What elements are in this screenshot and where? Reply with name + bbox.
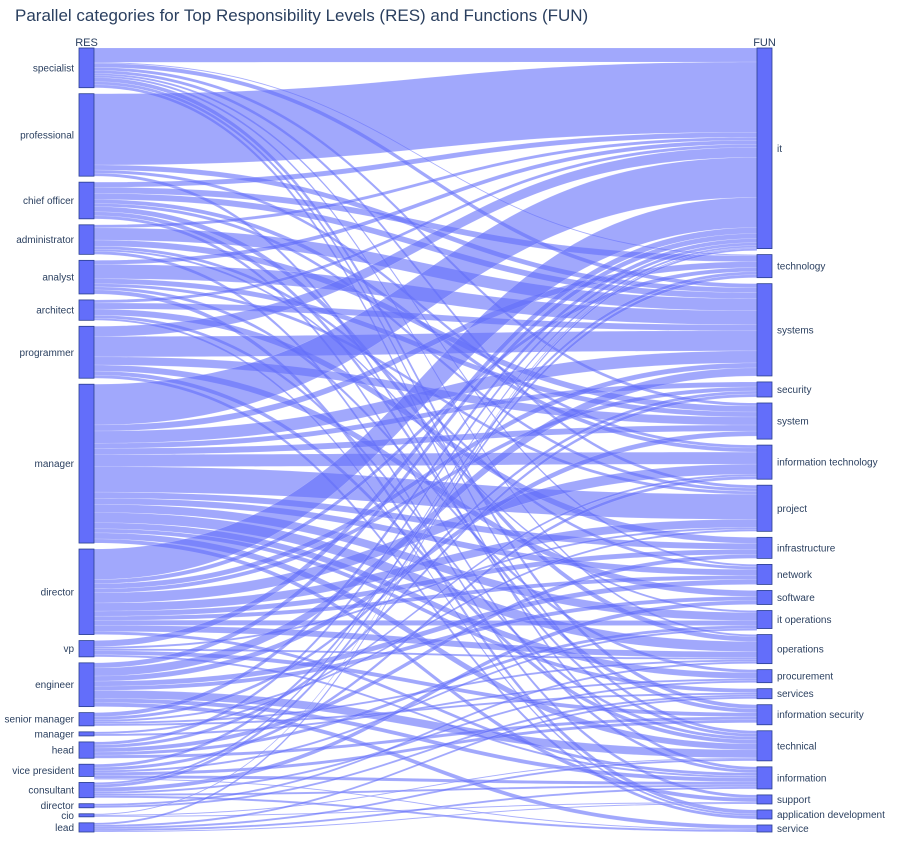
flow-band[interactable] bbox=[93, 47, 758, 63]
category-bar-fun-13[interactable] bbox=[756, 688, 773, 700]
category-bar-fun-19[interactable] bbox=[756, 824, 773, 833]
flow-band[interactable] bbox=[93, 452, 758, 467]
category-label-res-16: director bbox=[41, 801, 75, 812]
flow-band[interactable] bbox=[93, 248, 758, 825]
category-bar-res-11[interactable] bbox=[78, 712, 95, 727]
category-label-res-6: programmer bbox=[20, 348, 75, 359]
category-bar-res-5[interactable] bbox=[78, 299, 95, 321]
category-label-fun-11: operations bbox=[777, 645, 824, 656]
category-bar-fun-5[interactable] bbox=[756, 444, 773, 480]
category-bar-fun-8[interactable] bbox=[756, 563, 773, 585]
category-label-fun-18: application development bbox=[777, 810, 885, 821]
category-bar-fun-18[interactable] bbox=[756, 809, 773, 820]
category-label-fun-1: technology bbox=[777, 262, 825, 273]
flow-band[interactable] bbox=[93, 61, 758, 166]
category-bar-fun-2[interactable] bbox=[756, 283, 773, 377]
category-bar-res-0[interactable] bbox=[78, 47, 95, 89]
category-bar-res-6[interactable] bbox=[78, 325, 95, 379]
category-label-res-10: engineer bbox=[35, 680, 75, 691]
category-label-fun-15: technical bbox=[777, 741, 816, 752]
category-bar-res-10[interactable] bbox=[78, 662, 95, 708]
category-bar-fun-0[interactable] bbox=[756, 47, 773, 249]
category-label-res-17: cio bbox=[61, 811, 74, 822]
category-label-res-18: lead bbox=[55, 823, 74, 834]
category-bar-res-9[interactable] bbox=[78, 640, 95, 658]
category-bar-fun-14[interactable] bbox=[756, 704, 773, 726]
category-label-fun-12: procurement bbox=[777, 672, 833, 683]
category-label-fun-0: it bbox=[777, 144, 782, 155]
category-label-fun-4: system bbox=[777, 417, 809, 428]
category-label-fun-19: service bbox=[777, 824, 809, 835]
category-bar-res-15[interactable] bbox=[78, 782, 95, 799]
dimension-label-fun: FUN bbox=[753, 37, 776, 49]
category-bar-fun-17[interactable] bbox=[756, 794, 773, 805]
category-bar-res-13[interactable] bbox=[78, 741, 95, 759]
category-label-fun-2: systems bbox=[777, 325, 814, 336]
category-bar-fun-9[interactable] bbox=[756, 590, 773, 605]
flows-layer bbox=[93, 47, 758, 833]
category-bar-res-3[interactable] bbox=[78, 224, 95, 255]
category-label-fun-16: information bbox=[777, 773, 826, 784]
category-bar-res-14[interactable] bbox=[78, 763, 95, 777]
category-bar-res-4[interactable] bbox=[78, 259, 95, 295]
category-label-res-4: analyst bbox=[42, 273, 74, 284]
category-bar-fun-1[interactable] bbox=[756, 254, 773, 279]
category-bar-fun-15[interactable] bbox=[756, 730, 773, 762]
category-bar-fun-11[interactable] bbox=[756, 634, 773, 665]
category-labels-layer: RES FUN specialist professional chief office… bbox=[5, 37, 886, 835]
category-label-res-14: vice president bbox=[12, 766, 74, 777]
category-label-res-2: chief officer bbox=[23, 196, 75, 207]
category-label-fun-7: infrastructure bbox=[777, 543, 836, 554]
category-label-fun-17: support bbox=[777, 795, 811, 806]
category-label-res-9: vp bbox=[63, 644, 74, 655]
category-label-res-11: senior manager bbox=[5, 715, 75, 726]
category-label-fun-14: information security bbox=[777, 710, 864, 721]
category-bar-fun-6[interactable] bbox=[756, 484, 773, 532]
category-label-fun-6: project bbox=[777, 504, 807, 515]
category-bar-fun-12[interactable] bbox=[756, 669, 773, 684]
category-bar-res-2[interactable] bbox=[78, 181, 95, 220]
dimension-label-res: RES bbox=[75, 37, 98, 49]
category-label-fun-3: security bbox=[777, 385, 811, 396]
category-bar-res-7[interactable] bbox=[78, 383, 95, 544]
category-label-fun-13: services bbox=[777, 689, 814, 700]
category-label-fun-10: it operations bbox=[777, 615, 831, 626]
category-bar-res-16[interactable] bbox=[78, 803, 95, 809]
category-bar-res-18[interactable] bbox=[78, 822, 95, 833]
category-bar-fun-4[interactable] bbox=[756, 402, 773, 440]
category-label-fun-8: network bbox=[777, 570, 813, 581]
category-bar-fun-10[interactable] bbox=[756, 610, 773, 629]
category-label-res-13: head bbox=[52, 746, 74, 757]
category-bar-res-12[interactable] bbox=[78, 731, 95, 737]
category-bar-fun-3[interactable] bbox=[756, 381, 773, 398]
chart-title: Parallel categories for Top Responsibili… bbox=[15, 6, 589, 25]
category-label-res-12: manager bbox=[35, 729, 75, 740]
category-label-res-7: manager bbox=[35, 459, 75, 470]
category-label-res-0: specialist bbox=[33, 63, 74, 74]
category-label-res-3: administrator bbox=[16, 235, 74, 246]
category-bar-res-1[interactable] bbox=[78, 93, 95, 177]
flow-band[interactable] bbox=[93, 628, 758, 773]
category-label-res-5: architect bbox=[36, 306, 74, 317]
category-bar-res-17[interactable] bbox=[78, 813, 95, 818]
category-bars-layer bbox=[78, 47, 773, 833]
category-bar-fun-16[interactable] bbox=[756, 766, 773, 790]
category-bar-fun-7[interactable] bbox=[756, 536, 773, 559]
category-label-res-8: director bbox=[41, 587, 75, 598]
category-label-res-1: professional bbox=[20, 130, 74, 141]
category-label-fun-5: information technology bbox=[777, 458, 878, 469]
category-bar-res-8[interactable] bbox=[78, 548, 95, 635]
category-label-fun-9: software bbox=[777, 593, 815, 604]
category-label-res-15: consultant bbox=[28, 786, 74, 797]
